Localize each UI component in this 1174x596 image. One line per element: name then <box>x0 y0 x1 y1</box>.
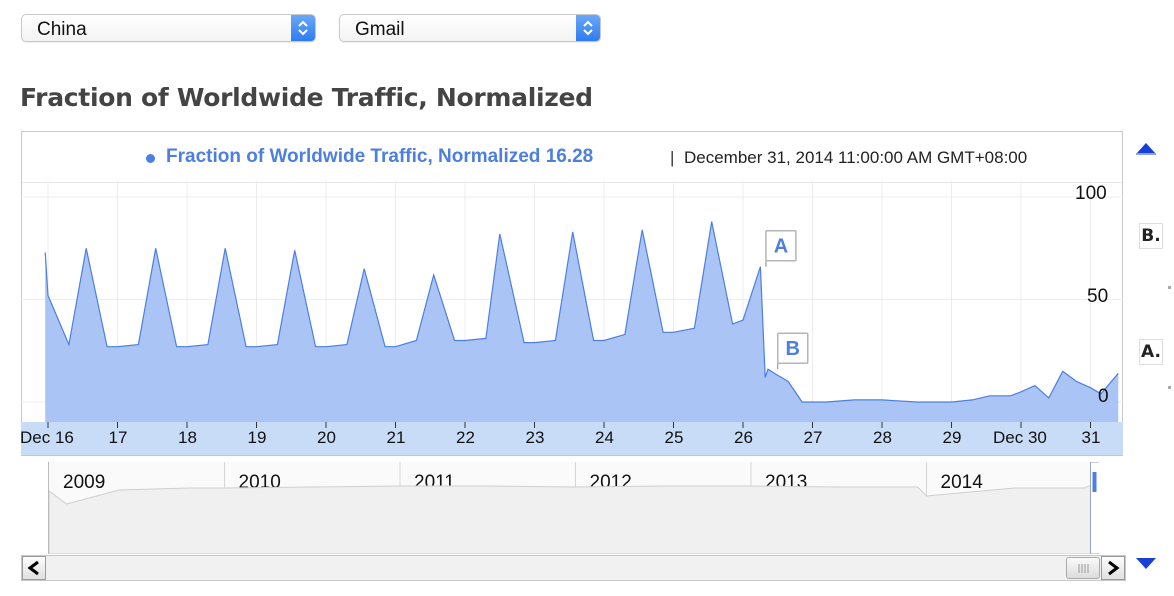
series-area <box>45 221 1119 422</box>
x-tick-label: 20 <box>317 428 336 447</box>
annotation-label-b: B <box>786 338 800 360</box>
legend-separator: | <box>670 148 675 167</box>
region-select[interactable]: China <box>21 14 316 42</box>
series-line <box>44 221 1119 403</box>
x-tick-label: 21 <box>386 428 406 447</box>
page-title: Fraction of Worldwide Traffic, Normalize… <box>20 83 593 112</box>
legend-series-label: Fraction of Worldwide Traffic, Normalize… <box>166 146 594 167</box>
x-tick-label: Dec 16 <box>20 428 74 447</box>
overview-range-marker <box>1092 472 1097 492</box>
region-select-value: China <box>37 19 87 40</box>
annotation-flag <box>777 332 809 364</box>
y-tick-0: 0 <box>1098 386 1109 407</box>
overview-area <box>49 481 1099 554</box>
x-tick-label: 28 <box>873 428 892 447</box>
scroll-down-icon[interactable] <box>1134 555 1158 571</box>
y-tick-50: 50 <box>1087 286 1109 307</box>
x-tick-label: 17 <box>108 428 128 447</box>
overview-year-label: 2009 <box>63 472 105 493</box>
x-tick-label: 23 <box>525 428 545 447</box>
scroll-right-button[interactable] <box>1101 556 1125 580</box>
legend-date: December 31, 2014 11:00:00 AM GMT+08:00 <box>684 148 1028 167</box>
x-tick-label: 25 <box>664 428 684 447</box>
scroll-left-button[interactable] <box>22 556 46 580</box>
product-select[interactable]: Gmail <box>339 14 601 42</box>
x-tick-label: 18 <box>178 428 197 447</box>
overview-year-label: 2014 <box>941 472 984 493</box>
side-dot <box>1168 286 1171 289</box>
legend-dot-icon <box>146 154 155 163</box>
x-tick-label: 24 <box>595 428 614 447</box>
x-tick-label: 31 <box>1081 428 1101 447</box>
region-select-arrows-icon[interactable] <box>291 15 315 41</box>
side-dot <box>1168 386 1171 389</box>
product-select-arrows-icon[interactable] <box>576 15 600 41</box>
overview-range-handle <box>1089 462 1099 554</box>
marker-flag-a-label[interactable]: A. <box>1139 339 1163 365</box>
x-tick-label: 27 <box>803 428 823 447</box>
x-tick-label: 19 <box>247 428 267 447</box>
annotation-flag <box>765 229 797 262</box>
chevron-right-icon <box>1108 560 1120 576</box>
main-chart[interactable]: AB <box>21 181 1123 455</box>
marker-flag-b-label[interactable]: B. <box>1139 223 1163 249</box>
scroll-thumb[interactable] <box>1066 557 1100 579</box>
x-tick-label: 29 <box>942 428 962 447</box>
timeline-scrollbar[interactable] <box>21 555 1126 581</box>
annotation-label-a: A <box>774 236 788 258</box>
x-tick-label: 22 <box>456 428 475 447</box>
x-tick-label: Dec 30 <box>993 428 1047 447</box>
chart-legend: Fraction of Worldwide Traffic, Normalize… <box>22 132 1122 183</box>
chevron-left-icon <box>27 560 39 576</box>
x-axis-band <box>21 422 1123 455</box>
x-tick-label: 26 <box>734 428 753 447</box>
overview-timeline[interactable]: 2009201020112012201320142 <box>48 462 1099 554</box>
y-tick-100: 100 <box>1075 183 1107 204</box>
scroll-up-icon[interactable] <box>1134 140 1158 156</box>
product-select-value: Gmail <box>355 19 405 40</box>
